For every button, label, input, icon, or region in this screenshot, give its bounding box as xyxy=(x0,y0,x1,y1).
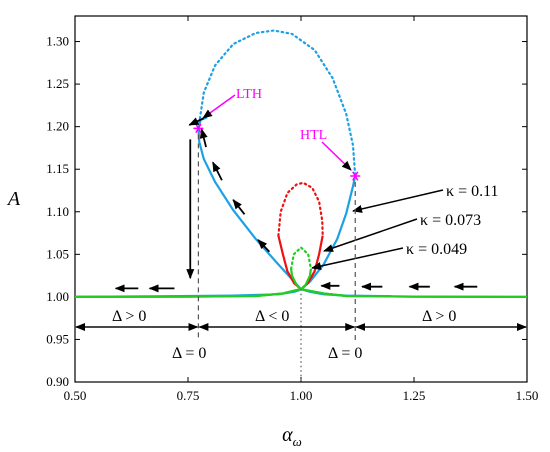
guide-lines xyxy=(75,134,527,382)
bifurcation-point-marker xyxy=(350,171,361,181)
x-tick-label: 1.25 xyxy=(403,388,426,403)
htl-pointer xyxy=(321,141,352,171)
flow-arrow xyxy=(232,199,246,215)
x-axis-subscript: ω xyxy=(293,434,302,449)
y-tick-label: 1.25 xyxy=(46,76,69,91)
delta-eq-left-label: Δ = 0 xyxy=(172,345,206,362)
lth-label: LTH xyxy=(236,87,262,102)
y-tick-label: 1.15 xyxy=(46,161,69,176)
curves xyxy=(74,29,528,298)
x-tick-label: 1.00 xyxy=(290,388,313,403)
htl-label: HTL xyxy=(300,128,327,143)
kappa-0.049-baseline-left xyxy=(74,288,302,298)
delta-eq-right-label: Δ = 0 xyxy=(328,345,362,362)
y-tick-label: 0.90 xyxy=(46,374,69,389)
marker-stroke xyxy=(352,171,359,181)
kappa-label-0.11: κ = 0.11 xyxy=(446,183,499,200)
kappa-0.11-stable-branch xyxy=(300,175,357,291)
kappa-label-0.073: κ = 0.073 xyxy=(420,212,481,229)
kappa-0.11-pointer xyxy=(352,189,444,213)
y-tick-label: 1.10 xyxy=(46,204,69,219)
kappa-0.073-stable-branch xyxy=(300,235,324,291)
y-axis-title: A xyxy=(6,188,21,210)
y-tick-label: 1.00 xyxy=(46,289,69,304)
delta-lt-label: Δ < 0 xyxy=(255,308,289,325)
kappa-0.049-baseline-right xyxy=(300,288,528,298)
kappa-0.049-stable-branch xyxy=(300,268,312,291)
flow-arrow xyxy=(212,161,223,181)
axis-ticks: 0.50 0.75 1.00 1.25 1.50 0.90 0.95 1.00 1.05 1.10… xyxy=(46,16,538,403)
kappa-0.073-stable-branch xyxy=(277,235,302,291)
kappa-0.073-pointer xyxy=(323,218,418,252)
kappa-label-0.049: κ = 0.049 xyxy=(406,241,467,258)
kappa-0.049-unstable-branch xyxy=(290,245,312,270)
flow-arrow xyxy=(257,239,271,253)
x-tick-label: 1.50 xyxy=(516,388,539,403)
kappa-0.049-pointer xyxy=(311,247,404,270)
kappa-0.073-unstable-branch xyxy=(277,181,324,237)
x-tick-label: 0.50 xyxy=(64,388,87,403)
x-axis-title: αω xyxy=(282,424,302,449)
flow-arrow xyxy=(199,128,208,148)
y-tick-label: 1.20 xyxy=(46,119,69,134)
y-tick-label: 1.30 xyxy=(46,34,69,49)
delta-gt-left-label: Δ > 0 xyxy=(112,308,146,325)
kappa-0.11-unstable-branch xyxy=(197,29,357,178)
flow-arrows xyxy=(114,94,478,293)
marker-stroke xyxy=(195,123,202,134)
y-tick-label: 1.05 xyxy=(46,246,69,261)
y-tick-label: 0.95 xyxy=(46,331,69,346)
kappa-0.049-stable-branch xyxy=(290,268,302,291)
flow-arrow xyxy=(188,117,205,126)
lth-pointer xyxy=(202,94,236,119)
delta-gt-right-label: Δ > 0 xyxy=(422,308,456,325)
x-tick-label: 0.75 xyxy=(177,388,200,403)
